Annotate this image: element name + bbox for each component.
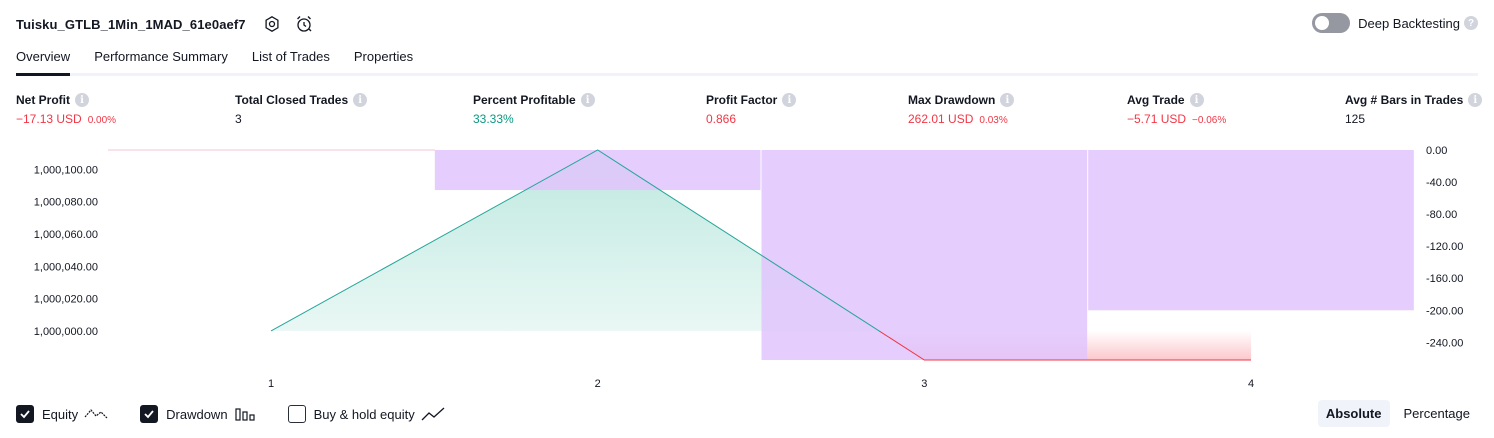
tab-performance-summary[interactable]: Performance Summary [94,49,228,64]
right-axis-tick-label: -240.00 [1426,337,1463,349]
equity-line-profit [270,149,880,332]
metric-total-closed-trades: Total Closed Trades i 3 [235,93,368,126]
equity-chart: 1,000,100.00 1,000,080.00 1,000,060.00 1,00… [0,140,1494,400]
chart-legend: Equity Drawdown Buy & hold equity [16,402,477,426]
alarm-clock-icon[interactable] [294,14,314,34]
drawdown-bar-3 [1088,150,1414,311]
metric-percent: 0.00% [87,115,117,126]
x-axis-tick-label: 4 [1248,378,1254,390]
legend-drawdown[interactable]: Drawdown [140,405,255,423]
tab-bar: Overview Performance Summary List of Tra… [16,46,1478,76]
strategy-header: Tuisku_GTLB_1Min_1MAD_61e0aef7 [16,12,314,36]
mode-switch: Absolute Percentage [1317,400,1478,427]
metric-title: Total Closed Trades [235,93,349,107]
metric-value: 125 [1345,112,1366,126]
drawdown-bar-2 [761,150,1088,361]
right-axis-tick-label: -80.00 [1426,209,1457,221]
metric-value: 0.866 [706,112,737,126]
help-icon[interactable]: ? [1464,16,1478,30]
right-axis-tick-label: -200.00 [1426,305,1463,317]
metric-title: Profit Factor [706,93,778,107]
info-icon[interactable]: i [580,93,595,107]
metric-title: Avg # Bars in Trades [1345,93,1464,107]
absolute-button[interactable]: Absolute [1317,400,1390,427]
strategy-title: Tuisku_GTLB_1Min_1MAD_61e0aef7 [16,16,246,32]
equity-profit-area [271,150,880,331]
left-axis-tick-label: 1,000,000.00 [34,326,98,338]
info-icon[interactable]: i [353,93,368,107]
info-icon[interactable]: i [1189,93,1204,107]
equity-line-loss [878,330,1252,361]
checkbox-checked-icon[interactable] [16,405,34,423]
drawdown-bars-icon [234,406,256,422]
metric-percent-profitable: Percent Profitable i 33.33% [473,93,595,126]
metrics-row: Net Profit i −17.13 USD 0.00% Total Closed… [16,93,1483,133]
info-icon[interactable]: i [1468,93,1483,107]
info-icon[interactable]: i [782,93,797,107]
deep-backtesting-toggle[interactable] [1312,13,1351,33]
metric-avg-bars-in-trades: Avg # Bars in Trades i 125 [1345,93,1483,126]
info-icon[interactable]: i [75,93,89,107]
metric-max-drawdown: Max Drawdown i 262.01 USD 0.03% [908,93,1015,126]
x-axis-tick-label: 2 [595,378,601,390]
equity-chart-svg: 1,000,100.00 1,000,080.00 1,000,060.00 1,00… [34,145,1464,390]
metric-percent: 0.03% [979,115,1008,126]
metric-value: −17.13 USD [16,112,82,126]
metric-percent: −0.06% [1192,115,1227,126]
gear-icon[interactable] [262,14,282,34]
tab-properties[interactable]: Properties [353,49,414,64]
metric-value: 33.33% [473,112,514,126]
left-axis-tick-label: 1,000,060.00 [34,229,98,241]
checkbox-checked-icon[interactable] [140,405,159,423]
metric-value: 262.01 USD [908,112,974,126]
metric-value: −5.71 USD [1127,112,1187,126]
legend-label: Buy & hold equity [313,406,415,422]
info-icon[interactable]: i [1000,93,1015,107]
x-axis-tick-label: 1 [268,378,274,390]
deep-backtesting-label: Deep Backtesting [1358,15,1460,31]
percentage-button[interactable]: Percentage [1403,406,1471,421]
right-axis-tick-label: -160.00 [1426,273,1463,285]
metric-avg-trade: Avg Trade i −5.71 USD −0.06% [1127,93,1226,126]
right-axis-tick-label: 0.00 [1426,145,1447,157]
tab-list-of-trades[interactable]: List of Trades [251,49,330,64]
legend-equity[interactable]: Equity [16,405,108,423]
left-axis-tick-label: 1,000,080.00 [34,197,98,209]
deep-backtesting: Deep Backtesting ? [1312,13,1478,33]
checkbox-unchecked-icon[interactable] [287,405,306,423]
metric-title: Percent Profitable [473,93,576,107]
left-axis-tick-label: 1,000,040.00 [34,261,98,273]
metric-profit-factor: Profit Factor i 0.866 [706,93,797,126]
equity-line-icon [84,406,108,422]
metric-title: Max Drawdown [908,93,996,107]
right-axis-tick-label: -120.00 [1426,241,1463,253]
left-axis-tick-label: 1,000,100.00 [34,164,98,176]
buy-hold-line-icon [421,406,445,422]
drawdown-bar-1 [434,150,761,191]
legend-label: Equity [42,406,79,422]
right-axis-tick-label: -40.00 [1426,177,1457,189]
legend-buy-hold[interactable]: Buy & hold equity [287,405,445,423]
left-axis-tick-label: 1,000,020.00 [34,294,98,306]
metric-net-profit: Net Profit i −17.13 USD 0.00% [16,93,116,126]
x-axis-tick-label: 3 [921,378,927,390]
tab-overview[interactable]: Overview [16,46,71,76]
metric-value: 3 [235,112,242,126]
metric-title: Net Profit [16,93,70,107]
toggle-knob [1315,16,1330,30]
metric-title: Avg Trade [1127,93,1185,107]
legend-label: Drawdown [166,406,228,422]
